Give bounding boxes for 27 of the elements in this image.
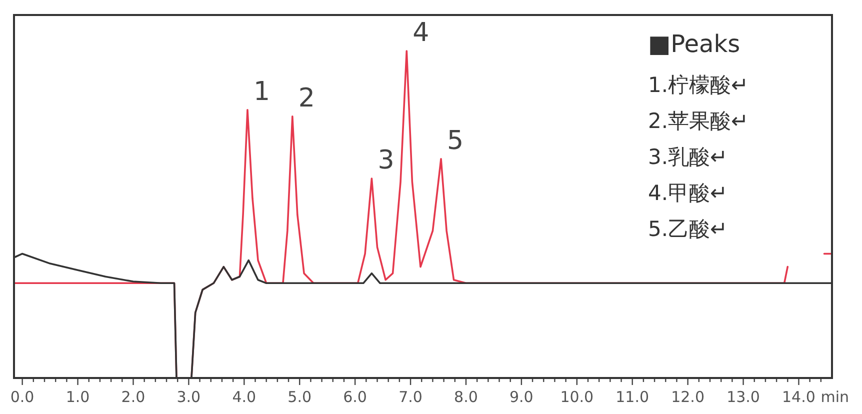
x-tick-label: 7.0 — [398, 388, 422, 406]
x-tick-label: 9.0 — [510, 388, 534, 406]
x-tick-label: 2.0 — [121, 388, 146, 406]
x-axis-title: min — [820, 388, 850, 406]
x-tick-label: 6.0 — [343, 388, 367, 406]
x-tick-label: 12.0 — [671, 388, 705, 406]
x-tick-label: 0.0 — [10, 388, 34, 406]
x-tick-label: 10.0 — [560, 388, 594, 406]
x-tick-label: 8.0 — [454, 388, 478, 406]
annotation: 3 — [378, 146, 394, 176]
annotation: 4.甲酸↵ — [648, 181, 728, 205]
annotation: 5.乙酸↵ — [648, 217, 728, 241]
annotation: ■Peaks — [648, 30, 740, 58]
annotation: 1 — [253, 76, 270, 107]
annotation: 1.柠檬酸↵ — [648, 73, 749, 97]
x-tick-label: 4.0 — [232, 388, 256, 406]
x-tick-label: 13.0 — [726, 388, 760, 406]
x-tick-label: 14.0 — [782, 388, 816, 406]
x-tick-label: 3.0 — [176, 388, 201, 406]
annotation: 2.苹果酸↵ — [648, 109, 749, 133]
annotation: 2 — [298, 83, 315, 114]
x-tick-label: 1.0 — [66, 388, 90, 406]
annotation: 3.乳酸↵ — [648, 145, 728, 169]
annotation: 5 — [447, 126, 464, 156]
x-tick-label: 11.0 — [616, 388, 650, 406]
annotation: 4 — [412, 18, 430, 48]
x-tick-label: 5.0 — [288, 388, 312, 406]
